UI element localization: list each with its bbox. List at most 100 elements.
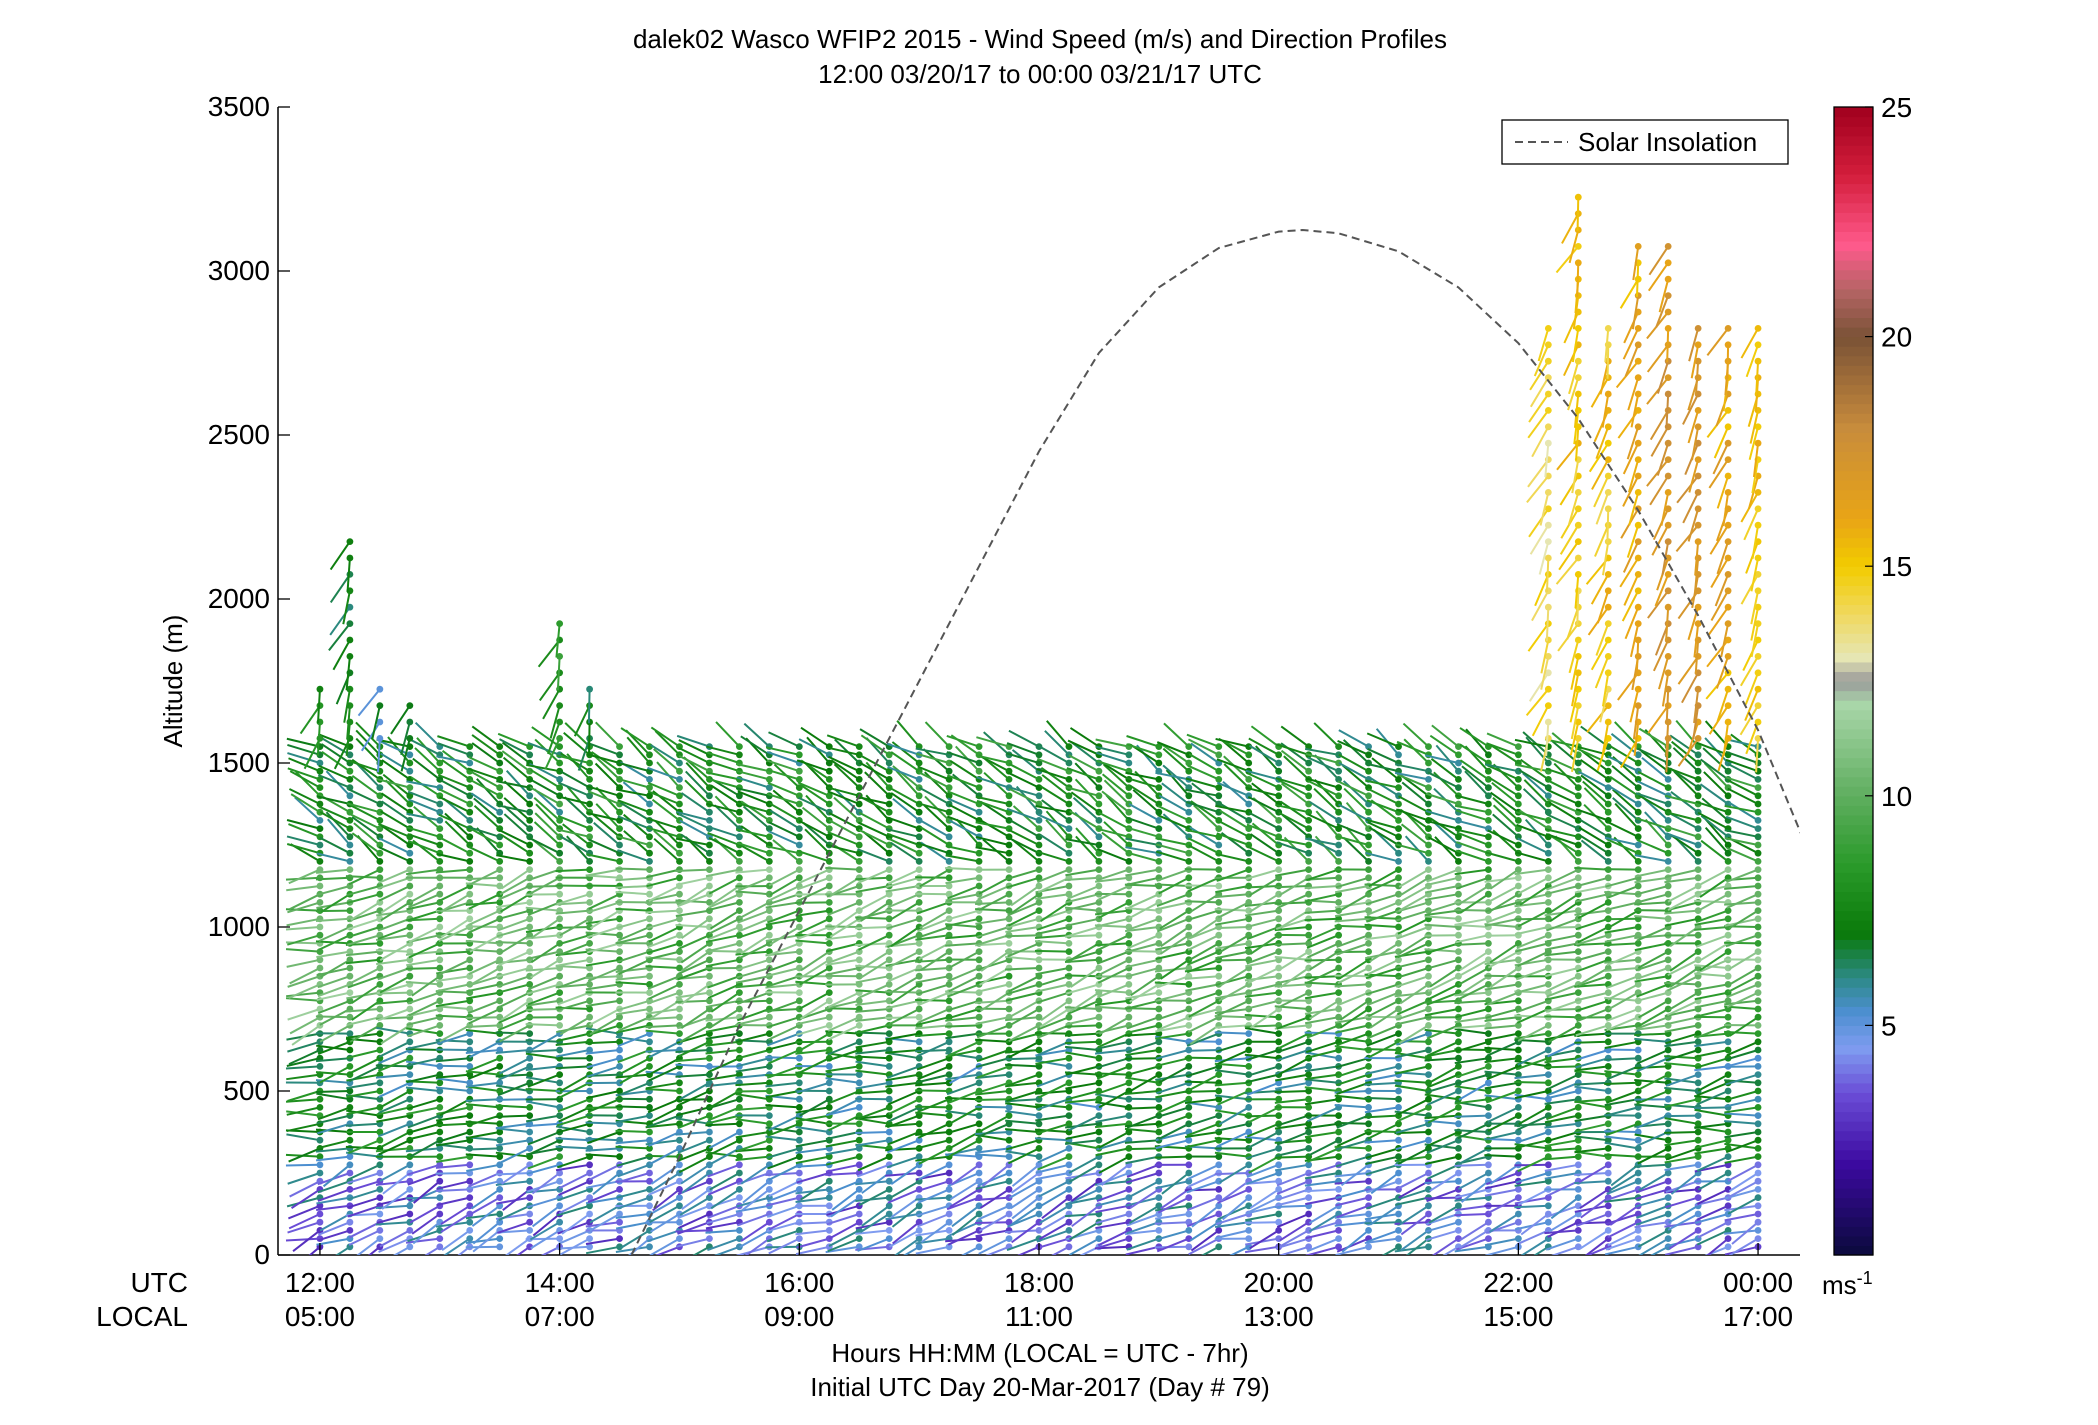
wind-barb-dot	[436, 1095, 444, 1103]
wind-barb-shaft	[586, 1057, 620, 1069]
wind-barb-dot	[1455, 1202, 1462, 1210]
wind-barb-dot	[646, 1112, 653, 1119]
wind-barb-dot	[496, 956, 504, 964]
wind-barb-dot	[1215, 1210, 1223, 1218]
wind-barb-shaft	[616, 1155, 650, 1167]
wind-barb-shaft	[740, 825, 770, 846]
wind-barb-shaft	[556, 999, 590, 1012]
wind-barb-shaft	[1214, 1015, 1249, 1019]
wind-barb-dot	[1005, 1153, 1013, 1160]
wind-barb-dot	[1185, 1243, 1193, 1251]
wind-barb-shaft	[437, 773, 471, 789]
wind-barb-dot	[735, 989, 743, 996]
wind-barb-shaft	[585, 999, 620, 1007]
wind-barb-shaft	[647, 1114, 680, 1128]
wind-barb-dot	[1455, 1227, 1462, 1234]
wind-barb-dot	[735, 1030, 743, 1037]
wind-barb-dot	[945, 997, 953, 1005]
wind-barb-shaft	[317, 1229, 351, 1242]
wind-barb-shaft	[408, 999, 441, 1017]
wind-barb-shaft	[321, 751, 351, 773]
wind-barb-dot	[1425, 1169, 1432, 1177]
wind-barb-shaft	[441, 1229, 471, 1251]
wind-barb-dot	[885, 981, 893, 988]
wind-barb-shaft	[857, 848, 890, 863]
wind-barb-shaft	[585, 1147, 620, 1152]
wind-barb-dot	[1455, 1218, 1462, 1226]
wind-barb-dot	[855, 1063, 863, 1070]
wind-barb-dot	[1305, 767, 1313, 775]
wind-barb-dot	[1215, 1038, 1223, 1046]
wind-barb-shaft	[285, 1237, 320, 1242]
wind-barb-dot	[646, 1243, 653, 1251]
wind-barb-dot	[1065, 858, 1073, 865]
wind-barb-dot	[646, 808, 653, 816]
wind-barb-shaft	[800, 1180, 830, 1201]
wind-barb-dot	[676, 915, 683, 923]
wind-barb-dot	[586, 800, 593, 808]
wind-barb-dot	[406, 858, 414, 865]
wind-barb-dot	[376, 948, 384, 955]
wind-barb-shaft	[649, 1237, 680, 1255]
wind-barb-dot	[1275, 915, 1283, 923]
wind-barb-dot	[1035, 792, 1043, 800]
wind-barb-shaft	[735, 1065, 770, 1073]
wind-barb-dot	[1155, 817, 1163, 824]
wind-barb-dot	[855, 1194, 863, 1201]
wind-barb-dot	[706, 956, 713, 964]
wind-barb-dot	[556, 808, 564, 816]
wind-barb-shaft	[617, 1032, 650, 1047]
wind-barb-dot	[765, 858, 773, 865]
wind-barb-dot	[1095, 1038, 1103, 1046]
wind-barb-dot	[855, 882, 863, 890]
wind-barb-dot	[1185, 1022, 1193, 1029]
wind-barb-dot	[945, 1169, 953, 1177]
wind-barb-dot	[975, 1169, 983, 1177]
wind-barb-shaft	[345, 1037, 380, 1043]
wind-barb-dot	[316, 858, 324, 865]
wind-barb-shaft	[766, 1065, 800, 1079]
wind-barb-dot	[346, 972, 354, 980]
wind-barb-shaft	[500, 999, 531, 1021]
wind-barb-dot	[1125, 1112, 1133, 1119]
wind-barb-shaft	[559, 1073, 591, 1093]
wind-barb-shaft	[468, 917, 501, 934]
wind-barb-dot	[885, 948, 893, 955]
wind-barb-shaft	[855, 1060, 890, 1068]
wind-barb-dot	[466, 1128, 474, 1136]
wind-barb-shaft	[735, 763, 770, 773]
wind-barb-shaft	[615, 1105, 650, 1109]
wind-barb-shaft	[1364, 1096, 1399, 1101]
wind-barb-dot	[975, 1161, 983, 1169]
wind-barb-shaft	[405, 950, 440, 956]
wind-barb-dot	[915, 858, 923, 865]
wind-barb-shaft	[315, 1128, 350, 1133]
wind-barb-dot	[1455, 751, 1462, 759]
wind-barb-shaft	[317, 1040, 351, 1055]
wind-barb-shaft	[436, 1106, 470, 1116]
wind-barb-shaft	[679, 1024, 710, 1044]
wind-barb-dot	[1455, 972, 1462, 980]
wind-barb-dot	[795, 1104, 803, 1111]
wind-barb-shaft	[1034, 1032, 1069, 1035]
wind-barb-shaft	[1184, 1040, 1219, 1043]
wind-barb-shaft	[557, 1229, 590, 1245]
wind-barb-dot	[646, 915, 653, 923]
wind-barb-shaft	[617, 849, 650, 863]
wind-barb-shaft	[556, 1032, 590, 1043]
wind-barb-dot	[526, 825, 534, 832]
wind-barb-dot	[1395, 1063, 1402, 1070]
wind-barb-dot	[1305, 931, 1313, 939]
wind-barb-shaft	[290, 793, 321, 814]
wind-barb-dot	[1485, 1104, 1492, 1111]
wind-barb-shaft	[795, 1117, 830, 1125]
wind-barb-shaft	[735, 975, 770, 984]
wind-barb-dot	[1005, 792, 1013, 800]
wind-barb-shaft	[379, 1090, 411, 1109]
wind-barb-shaft	[436, 1131, 471, 1144]
wind-barb-dot	[436, 1177, 444, 1185]
wind-barb-shaft	[288, 868, 321, 885]
wind-barb-shaft	[497, 1016, 531, 1032]
wind-barb-shaft	[1454, 1163, 1489, 1167]
wind-barb-shaft	[406, 1131, 441, 1141]
